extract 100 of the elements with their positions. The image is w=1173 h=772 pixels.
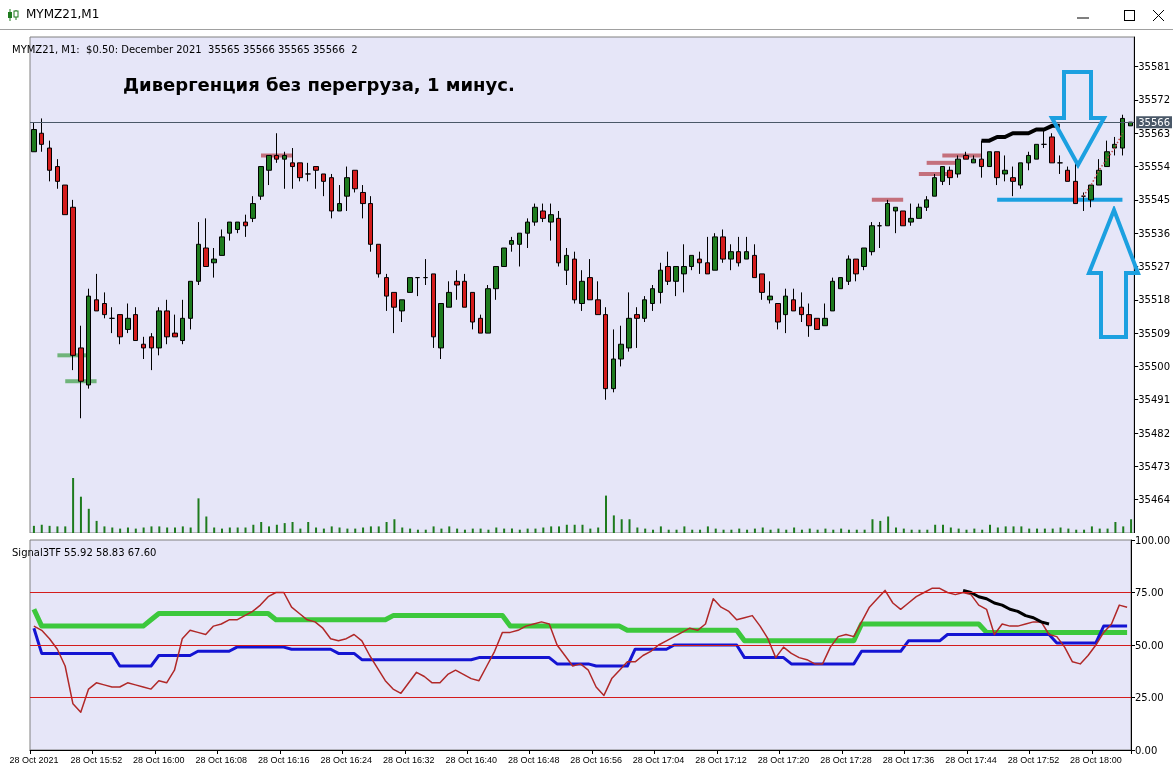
candlestick [658,262,663,305]
bar [636,527,639,533]
text: Дивергенция без перегруза, 1 минус. [123,73,515,95]
bar [1130,519,1133,533]
candlestick [227,221,232,242]
candlestick [806,303,812,338]
x-tick-label: 28 Oct 17:20 [757,754,810,765]
y-tick-label: 35563 [1138,127,1170,139]
bar [103,526,106,533]
candlestick [501,247,507,267]
x-tick-label: 28 Oct 17:52 [1007,754,1060,765]
candlestick [391,291,397,334]
bar [197,498,200,533]
x-tick-label: 28 Oct 16:56 [570,754,622,765]
candlestick [352,169,358,193]
bar [683,526,686,533]
bar [150,526,153,533]
candlestick [618,325,624,367]
bar [793,527,796,533]
bar [612,515,615,533]
bar [887,516,890,533]
x-tick-label: 28 Oct 16:24 [320,754,373,765]
bar [1114,522,1117,533]
bar [871,519,874,533]
candlestick [642,295,647,323]
bar [32,525,35,533]
x-tick-label: 28 Oct 16:32 [382,754,435,765]
bar [1012,526,1015,533]
y-tick-label: 35572 [1138,94,1170,106]
x-tick-label: 28 Oct 2021 [9,754,59,765]
x-tick-label: 28 Oct 16:16 [258,754,310,765]
bar [761,527,764,533]
candlestick [329,173,334,219]
x-tick-label: 28 Oct 17:28 [820,754,872,765]
candlestick [814,317,820,330]
candlestick [415,277,420,297]
bar [275,524,278,533]
bar [87,508,90,533]
candlestick [1010,166,1016,197]
bar [142,527,145,533]
candlestick [924,195,929,212]
y-tick-label: 35581 [1138,61,1170,73]
candlestick [321,173,326,197]
candlestick [1073,162,1078,205]
candlestick [853,258,859,282]
candlestick [266,154,272,186]
candlestick [446,280,452,308]
candlestick [532,203,538,227]
bar [573,524,576,533]
candlestick [705,236,710,275]
line-series [961,588,1051,626]
candlestick [720,228,726,264]
y-tick-label: 25.00 [1135,692,1164,703]
candlestick [1018,162,1023,190]
text: MYMZ21, M1: $0.50: December 2021 35565 35566 35565 35566 2 [12,43,358,55]
candlestick [211,247,217,279]
bar [362,527,365,533]
bar [244,527,247,533]
candlestick [1065,166,1070,182]
candlestick [243,214,248,238]
candlestick [423,258,428,286]
bar [597,527,600,533]
bar [79,496,82,533]
bar [1090,526,1093,533]
candlestick [462,273,467,308]
y-tick-label: 0.00 [1135,744,1158,756]
candlestick [258,166,264,201]
candlestick [188,280,193,330]
y-tick-label: 35509 [1138,327,1170,339]
x-tick-label: 28 Oct 16:00 [133,754,185,765]
bar [111,527,114,533]
candlestick [149,332,154,371]
candlestick [736,236,741,267]
candlestick [626,291,632,353]
line-series [1082,132,1124,197]
bar [236,527,239,533]
bar [95,520,98,533]
candlestick [156,306,162,356]
candlestick [971,154,976,164]
candlestick [900,210,906,227]
candlestick [987,151,992,168]
candlestick [869,221,875,256]
candlestick [752,243,757,279]
candlestick [963,151,969,160]
candlestick [431,273,436,349]
candlestick [673,265,679,297]
candlestick [525,217,530,249]
candlestick [940,166,945,186]
candlestick [893,206,898,234]
bar [252,524,255,533]
candlestick [634,306,640,349]
bar [565,524,568,533]
candlestick [579,269,585,312]
bar [283,523,286,533]
x-tick-label: 28 Oct 17:36 [882,754,935,765]
candlestick [650,284,655,312]
bar [64,526,67,533]
candlestick [493,265,499,301]
y-tick-label: 35491 [1138,394,1170,406]
bar [213,527,216,533]
